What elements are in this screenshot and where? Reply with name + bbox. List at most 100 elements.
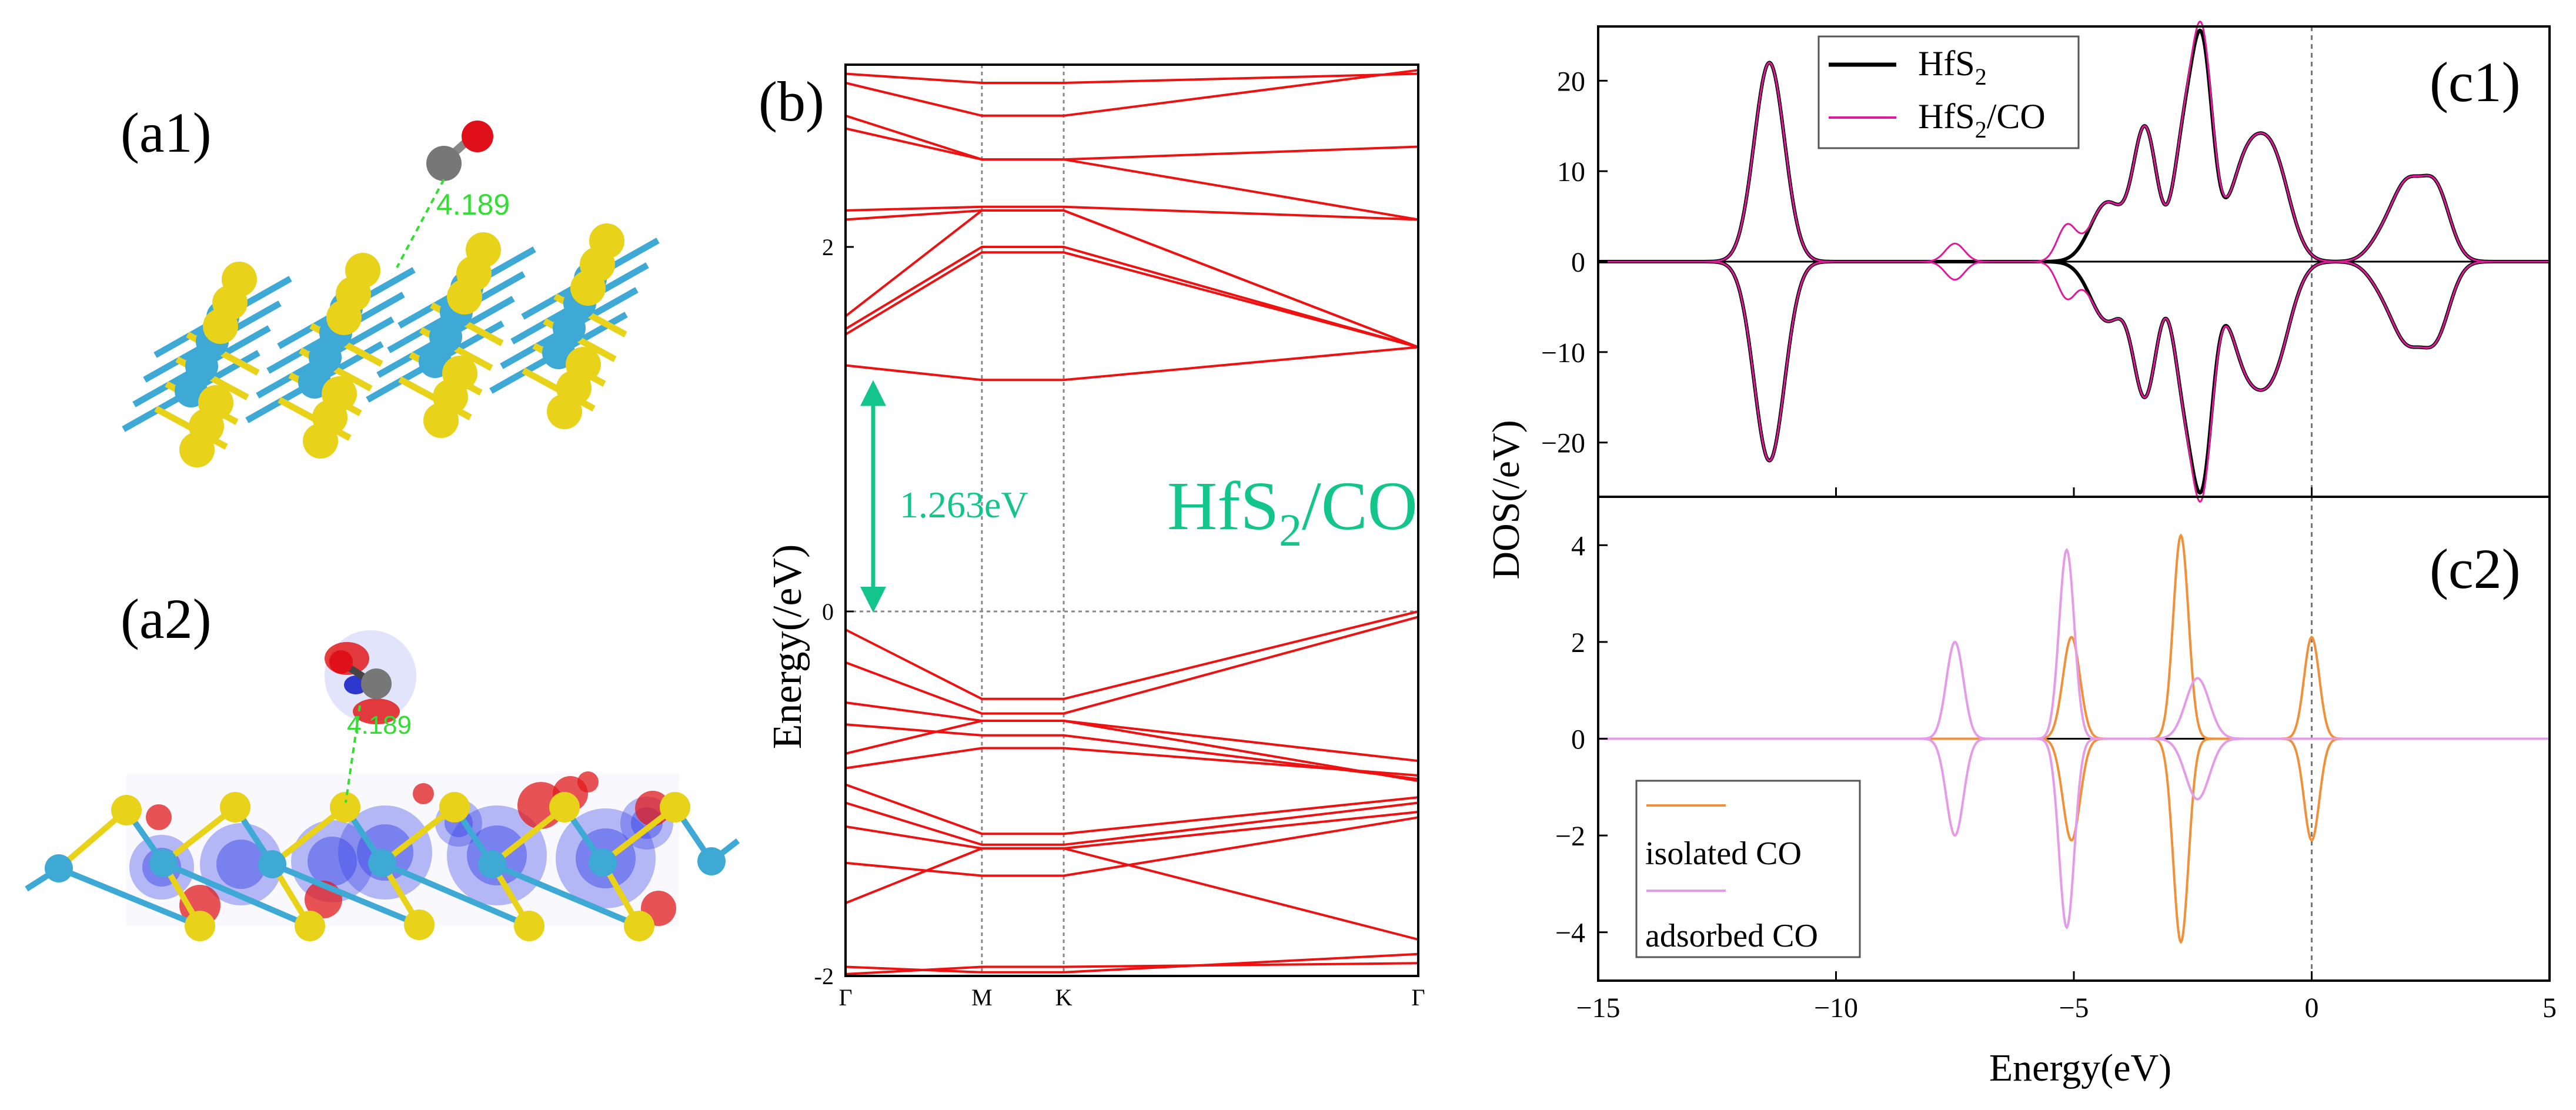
panel-label-b: (b) — [759, 70, 824, 133]
s-atom — [514, 911, 544, 941]
hf-s-bond — [490, 805, 567, 867]
kpoint-label: M — [971, 984, 993, 1011]
s-atom — [222, 262, 257, 297]
hf-atom — [185, 350, 218, 383]
s-atom — [111, 795, 142, 825]
dos-xtick-label: 5 — [2542, 992, 2557, 1024]
dos-ytick-label: 2 — [1571, 627, 1585, 658]
hf-atom — [309, 341, 342, 374]
s-atom — [442, 356, 477, 391]
band-axes-frame — [844, 63, 1419, 977]
charge-accumulation-region — [577, 771, 599, 793]
hf-atom — [258, 850, 286, 878]
co-molecule-a1 — [426, 121, 493, 181]
hf-atom — [478, 850, 506, 878]
oxygen-atom — [329, 650, 353, 674]
hf-atom — [697, 847, 726, 875]
charge-depletion-region — [216, 840, 266, 889]
band-line — [845, 616, 1419, 715]
charge-depletion-region — [308, 837, 357, 886]
s-atom — [589, 223, 624, 259]
dos-ytick-label: 4 — [1571, 530, 1585, 561]
dos-ytick-label: −10 — [1541, 337, 1585, 369]
s-atom — [330, 792, 360, 823]
s-atom — [624, 911, 654, 941]
legend-entry-hfs2co: HfS2/CO — [1918, 97, 2046, 143]
band-ytick-label: 0 — [822, 599, 834, 625]
band-line — [845, 783, 1419, 835]
panel-label-c2: (c2) — [2430, 537, 2521, 600]
band-line — [845, 962, 1419, 975]
hf-atom — [589, 848, 617, 877]
band-line — [845, 127, 1419, 221]
band-line — [844, 251, 1419, 349]
legend-c2: isolated CO adsorbed CO — [1635, 780, 1861, 958]
dos-ytick-label: 20 — [1557, 66, 1585, 97]
s-atom — [466, 232, 501, 268]
dos-spin-down-curve — [1598, 260, 2550, 503]
legend-entry-hfs2co-tail: /CO — [1987, 97, 2046, 136]
hf-atom — [429, 320, 462, 353]
gap-arrow-head-top — [860, 380, 886, 406]
s-atom — [404, 910, 435, 940]
co-molecule-a2 — [325, 630, 416, 724]
band-line — [845, 69, 1419, 117]
band-line — [845, 747, 1419, 777]
band-structure-plot: -2 0 2 Γ M K Γ — [814, 63, 1425, 1011]
dos-spin-down-curve — [1598, 737, 2550, 930]
panel-label-a1: (a1) — [121, 101, 212, 164]
distance-line-a2 — [345, 705, 361, 803]
hf-atom — [149, 849, 178, 877]
kpoint-label: K — [1055, 984, 1073, 1011]
band-line — [844, 209, 1419, 349]
kpoint-label: Γ — [838, 984, 852, 1011]
s-atom — [322, 376, 357, 412]
system-label: HfS2/CO — [1167, 467, 1418, 556]
charge-accumulation-region — [413, 783, 434, 804]
hf-s-bond — [491, 861, 640, 929]
band-line — [845, 720, 1419, 783]
hf-s-bond — [270, 805, 348, 867]
band-line — [844, 246, 1419, 349]
panel-a2: (a2) 4.189 — [25, 587, 740, 941]
hfs2-slab-a2 — [25, 792, 740, 941]
band-line — [845, 205, 1419, 221]
gap-arrow-head-bottom — [860, 587, 886, 613]
band-line — [845, 847, 1419, 941]
panel-a1: (a1) 4.189 — [121, 101, 660, 467]
legend-entry-hfs2: HfS2 — [1918, 44, 1987, 90]
band-line — [845, 801, 1419, 846]
dos-plot-c1: −20 −10 0 10 20 — [1541, 21, 2551, 503]
legend-c1: HfS2 HfS2/CO — [1817, 35, 2080, 149]
panel-label-a2: (a2) — [121, 587, 212, 650]
carbon-atom — [426, 146, 462, 181]
distance-value-a1: 4.189 — [436, 188, 510, 221]
hf-s-bond — [58, 865, 201, 929]
dos-ytick-label: 10 — [1557, 156, 1585, 188]
band-ylabel: Energy(/eV) — [765, 544, 810, 750]
legend-entry-hfs2co-main: HfS — [1918, 97, 1975, 136]
dos-ytick-label: 0 — [1571, 724, 1585, 755]
band-line — [845, 346, 1419, 382]
dos-xtick-label: −15 — [1576, 992, 1620, 1024]
s-atom — [220, 792, 250, 823]
band-line — [845, 816, 1419, 877]
s-atom — [345, 253, 380, 288]
band-ytick-label: 2 — [822, 234, 834, 260]
dos-xtick-label: −10 — [1814, 992, 1858, 1024]
legend-entry-hfs2co-sub: 2 — [1975, 116, 1987, 143]
s-atom — [439, 792, 470, 823]
hf-s-bond — [162, 860, 311, 929]
legend-entry-isolated: isolated CO — [1645, 835, 1802, 872]
dos-spin-up-curve — [1598, 21, 2550, 263]
band-line — [845, 723, 1419, 781]
hf-atom — [553, 312, 586, 345]
panel-label-c1: (c1) — [2430, 51, 2521, 113]
system-label-sub: 2 — [1279, 504, 1302, 556]
hf-s-bond — [271, 861, 420, 928]
charge-accumulation-region — [146, 804, 172, 830]
dos-plot-c2: −4 −2 0 2 4 −15 −10 −5 0 5 — [1555, 496, 2557, 1024]
